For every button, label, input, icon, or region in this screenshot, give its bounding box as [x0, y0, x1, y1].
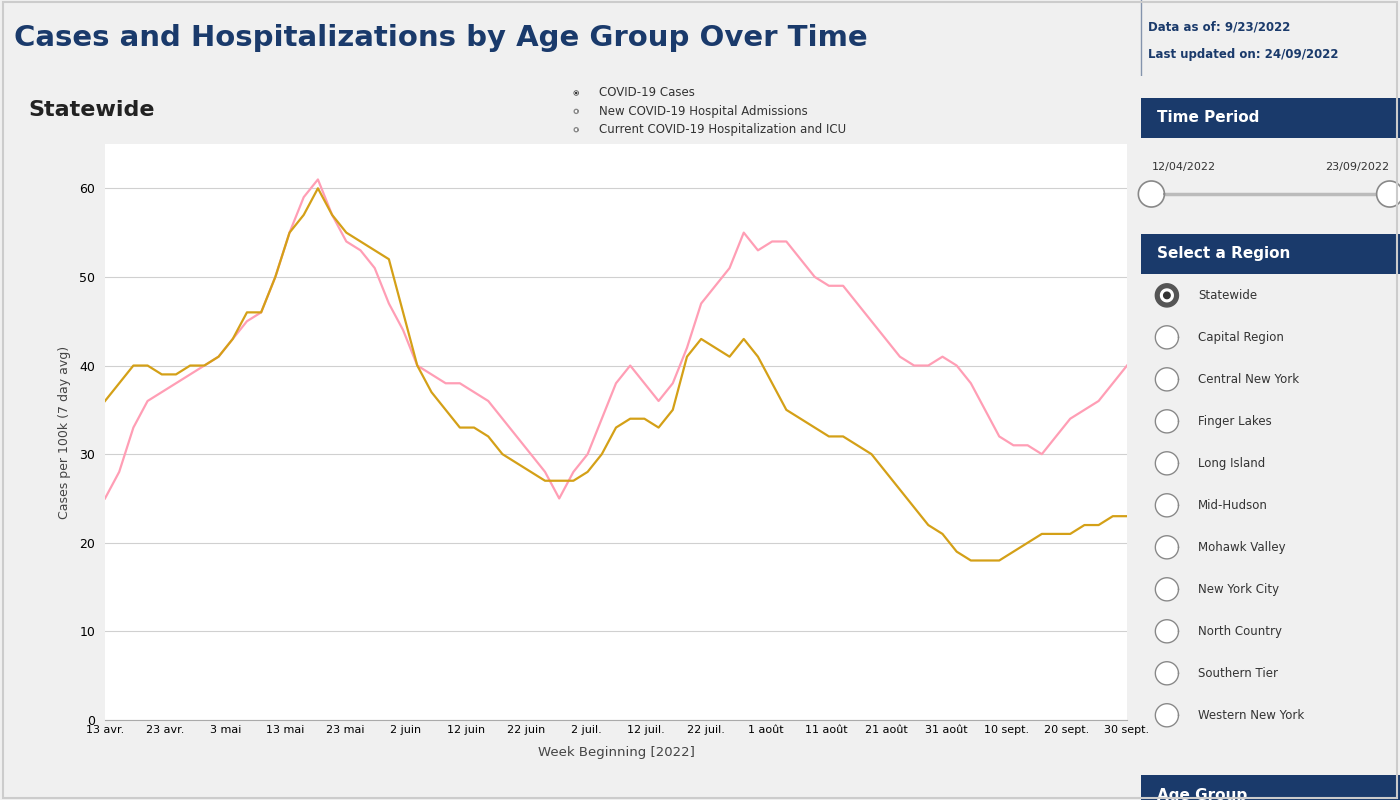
Polygon shape: [1138, 181, 1165, 207]
Polygon shape: [1163, 292, 1170, 298]
Polygon shape: [1161, 289, 1173, 302]
Polygon shape: [1155, 578, 1179, 601]
Bar: [1141, 234, 1400, 274]
Polygon shape: [574, 128, 578, 132]
Polygon shape: [1376, 181, 1400, 207]
Text: Time Period: Time Period: [1156, 110, 1259, 125]
Text: Mid-Hudson: Mid-Hudson: [1198, 499, 1268, 512]
Text: Last updated on: 24/09/2022: Last updated on: 24/09/2022: [1148, 48, 1338, 62]
Text: 23/09/2022: 23/09/2022: [1326, 162, 1390, 171]
Text: Current COVID-19 Hospitalization and ICU: Current COVID-19 Hospitalization and ICU: [599, 123, 846, 136]
Polygon shape: [574, 91, 578, 95]
Polygon shape: [1155, 704, 1179, 727]
Text: Finger Lakes: Finger Lakes: [1198, 415, 1271, 428]
Text: Southern Tier: Southern Tier: [1198, 667, 1278, 680]
Text: Statewide: Statewide: [28, 100, 155, 120]
Text: Central New York: Central New York: [1198, 373, 1299, 386]
Text: New York City: New York City: [1198, 583, 1280, 596]
Polygon shape: [1155, 452, 1179, 475]
Polygon shape: [1155, 494, 1179, 517]
X-axis label: Week Beginning [2022]: Week Beginning [2022]: [538, 746, 694, 759]
Text: Mohawk Valley: Mohawk Valley: [1198, 541, 1285, 554]
Text: Long Island: Long Island: [1198, 457, 1266, 470]
Bar: [1141, 775, 1400, 800]
Polygon shape: [575, 92, 577, 94]
Text: Age Group: Age Group: [1156, 788, 1247, 800]
Polygon shape: [1155, 326, 1179, 349]
Polygon shape: [1155, 662, 1179, 685]
Polygon shape: [1155, 536, 1179, 559]
Text: Cases and Hospitalizations by Age Group Over Time: Cases and Hospitalizations by Age Group …: [14, 24, 868, 52]
Polygon shape: [574, 110, 578, 114]
Polygon shape: [1155, 284, 1179, 307]
Polygon shape: [1155, 410, 1179, 433]
Text: 12/04/2022: 12/04/2022: [1151, 162, 1215, 171]
Text: Western New York: Western New York: [1198, 709, 1305, 722]
Text: Capital Region: Capital Region: [1198, 331, 1284, 344]
Bar: [1141, 98, 1400, 138]
Text: Data as of: 9/23/2022: Data as of: 9/23/2022: [1148, 20, 1291, 33]
Text: COVID-19 Cases: COVID-19 Cases: [599, 86, 694, 99]
Polygon shape: [1155, 368, 1179, 391]
Y-axis label: Cases per 100k (7 day avg): Cases per 100k (7 day avg): [57, 346, 71, 518]
Text: New COVID-19 Hospital Admissions: New COVID-19 Hospital Admissions: [599, 105, 808, 118]
Text: North Country: North Country: [1198, 625, 1282, 638]
Text: Statewide: Statewide: [1198, 289, 1257, 302]
Polygon shape: [1155, 620, 1179, 643]
Text: Select a Region: Select a Region: [1156, 246, 1289, 262]
